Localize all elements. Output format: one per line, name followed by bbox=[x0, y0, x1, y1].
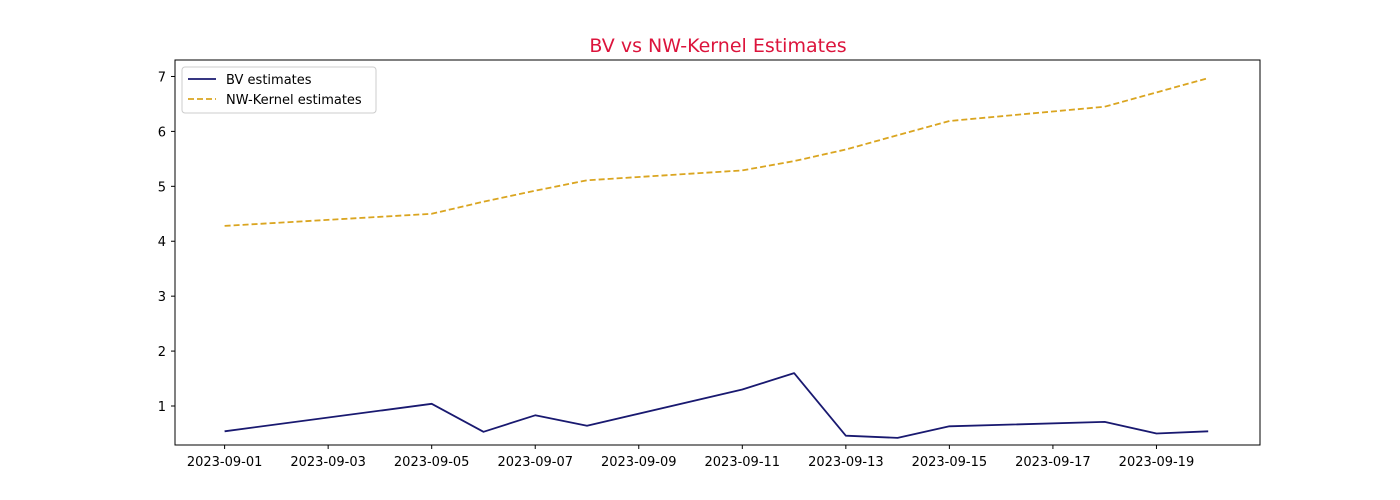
y-tick-label: 7 bbox=[158, 70, 166, 85]
x-tick-label: 2023-09-01 bbox=[187, 455, 263, 470]
x-tick-label: 2023-09-03 bbox=[290, 455, 366, 470]
x-tick-label: 2023-09-11 bbox=[705, 455, 781, 470]
x-tick-label: 2023-09-07 bbox=[497, 455, 573, 470]
chart-title: BV vs NW-Kernel Estimates bbox=[589, 35, 846, 57]
legend-box bbox=[181, 66, 377, 114]
y-tick-label: 2 bbox=[158, 345, 166, 360]
x-axis: 2023-09-01 2023-09-03 2023-09-05 2023-09-07… bbox=[187, 445, 1194, 470]
x-tick-label: 2023-09-05 bbox=[394, 455, 470, 470]
y-tick-label: 5 bbox=[158, 180, 166, 195]
x-tick-label: 2023-09-13 bbox=[808, 455, 884, 470]
y-tick-label: 4 bbox=[158, 235, 166, 250]
legend-label-bv: BV estimates bbox=[226, 73, 312, 88]
y-axis: 1 2 3 4 5 6 7 bbox=[158, 70, 175, 415]
y-tick-label: 6 bbox=[158, 125, 166, 140]
x-tick-label: 2023-09-17 bbox=[1015, 455, 1091, 470]
y-tick-label: 3 bbox=[158, 290, 166, 305]
x-tick-label: 2023-09-09 bbox=[601, 455, 677, 470]
legend-label-nw-kernel: NW-Kernel estimates bbox=[226, 93, 362, 108]
x-tick-label: 2023-09-19 bbox=[1119, 455, 1195, 470]
plot-frame bbox=[174, 59, 1261, 446]
legend: BV estimates NW-Kernel estimates bbox=[181, 66, 377, 114]
x-tick-label: 2023-09-15 bbox=[912, 455, 988, 470]
y-tick-label: 1 bbox=[158, 400, 166, 415]
series-line-bv bbox=[224, 372, 1209, 439]
plot-area bbox=[224, 77, 1209, 439]
